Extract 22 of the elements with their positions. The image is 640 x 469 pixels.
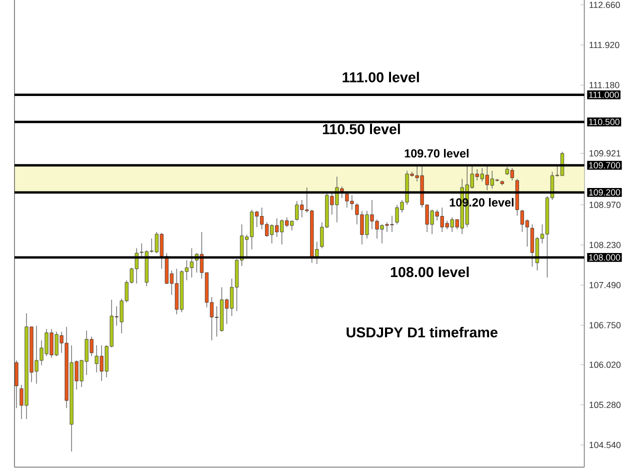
ref-line-label: 109.200 — [589, 189, 620, 196]
y-tick-label: 111.180 — [590, 82, 620, 88]
annotation: 111.00 level — [342, 72, 419, 82]
y-tick-label: 107.490 — [590, 282, 621, 288]
ref-line-label: 111.000 — [589, 92, 619, 98]
ref-line-label: 109.700 — [589, 162, 620, 168]
y-tick-label: 109.921 — [590, 150, 620, 156]
annotation: 108.00 level — [390, 266, 469, 278]
y-tick-label: 105.280 — [590, 402, 621, 408]
annotation: USDJPY D1 timeframe — [346, 326, 498, 338]
y-tick-label: 108.970 — [590, 202, 621, 208]
ref-line-label: 108.000 — [589, 254, 620, 261]
y-tick-label: 108.230 — [590, 242, 621, 248]
y-tick-label: 112.660 — [590, 2, 620, 8]
y-tick-label: 104.540 — [590, 442, 621, 448]
annotation: 109.70 level — [404, 148, 468, 158]
annotation: 110.50 level — [322, 124, 400, 134]
candlestick — [14, 360, 18, 408]
y-tick-label: 106.020 — [590, 362, 621, 368]
y-tick-label: 106.750 — [590, 322, 621, 328]
ref-line-label: 110.500 — [589, 118, 620, 126]
y-tick-label: 111.920 — [590, 42, 620, 48]
